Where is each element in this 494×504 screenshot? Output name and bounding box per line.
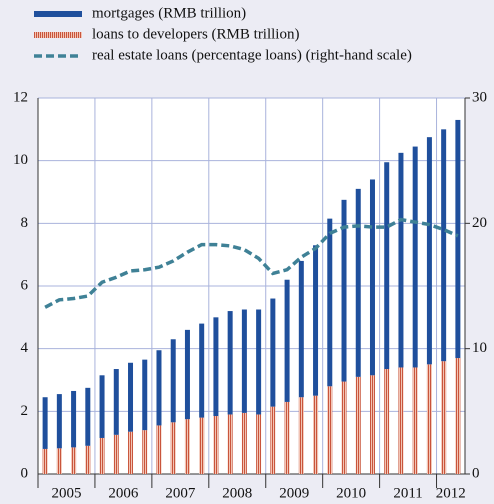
bar bbox=[199, 417, 205, 474]
bar bbox=[426, 137, 432, 365]
bar bbox=[184, 329, 190, 420]
bar bbox=[298, 260, 304, 398]
bar bbox=[170, 339, 176, 423]
legend-marker bbox=[34, 11, 82, 17]
x-tick-label: 2007 bbox=[165, 485, 196, 501]
x-tick-label: 2012 bbox=[436, 485, 466, 501]
line bbox=[44, 217, 459, 309]
bar bbox=[270, 298, 276, 407]
bar bbox=[85, 445, 91, 474]
bar bbox=[341, 199, 347, 382]
bar bbox=[199, 323, 205, 418]
bar bbox=[227, 311, 233, 415]
bar bbox=[313, 245, 319, 396]
bar bbox=[99, 437, 105, 474]
y-tick-label: 12 bbox=[13, 89, 28, 105]
bar bbox=[398, 152, 404, 368]
bar bbox=[313, 395, 319, 474]
x-tick-label: 2011 bbox=[393, 485, 422, 501]
bar bbox=[412, 367, 418, 474]
legend-label: mortgages (RMB trillion) bbox=[92, 5, 246, 21]
bar bbox=[42, 448, 48, 474]
bar bbox=[441, 129, 447, 362]
y-tick-label: 0 bbox=[21, 465, 29, 481]
y2-tick-label: 30 bbox=[472, 89, 487, 105]
bar bbox=[369, 179, 375, 376]
bar bbox=[71, 447, 77, 474]
bar bbox=[113, 369, 119, 435]
bar bbox=[42, 397, 48, 449]
bar bbox=[441, 361, 447, 474]
bar bbox=[270, 406, 276, 474]
y-tick-label: 8 bbox=[21, 215, 29, 231]
bar bbox=[213, 416, 219, 474]
bar bbox=[455, 119, 461, 359]
y-tick-label: 2 bbox=[21, 403, 29, 419]
bar bbox=[156, 350, 162, 426]
x-tick-label: 2008 bbox=[222, 485, 252, 501]
bar bbox=[113, 434, 119, 474]
bar bbox=[327, 386, 333, 474]
bar bbox=[56, 394, 62, 449]
bar bbox=[398, 367, 404, 474]
bar bbox=[284, 401, 290, 474]
bar bbox=[241, 412, 247, 474]
bar bbox=[156, 425, 162, 474]
bar bbox=[213, 317, 219, 417]
bar bbox=[412, 146, 418, 368]
bar bbox=[355, 188, 361, 377]
bar bbox=[85, 387, 91, 446]
bar bbox=[298, 397, 304, 474]
bar bbox=[142, 430, 148, 474]
x-tick-label: 2009 bbox=[279, 485, 309, 501]
y-tick-label: 6 bbox=[21, 277, 29, 293]
legend-label: loans to developers (RMB trillion) bbox=[92, 26, 299, 42]
y2-tick-label: 20 bbox=[472, 215, 487, 231]
bar bbox=[341, 381, 347, 474]
y-tick-label: 4 bbox=[21, 340, 29, 356]
bar bbox=[256, 309, 262, 415]
y2-tick-label: 0 bbox=[472, 465, 480, 481]
y2-tick-label: 10 bbox=[472, 340, 487, 356]
bar bbox=[284, 279, 290, 402]
x-tick-label: 2006 bbox=[108, 485, 139, 501]
bar bbox=[184, 419, 190, 474]
x-tick-label: 2005 bbox=[51, 485, 81, 501]
bar bbox=[142, 359, 148, 431]
bar bbox=[327, 218, 333, 387]
bar bbox=[355, 376, 361, 474]
bar bbox=[369, 375, 375, 474]
x-tick-label: 2010 bbox=[336, 485, 366, 501]
bar bbox=[384, 369, 390, 474]
bar bbox=[426, 364, 432, 474]
bar bbox=[170, 422, 176, 474]
bar bbox=[384, 162, 390, 370]
bar bbox=[56, 448, 62, 474]
bar bbox=[227, 414, 233, 474]
bar bbox=[128, 362, 134, 432]
legend-marker bbox=[34, 32, 82, 38]
bar bbox=[455, 358, 461, 474]
legend-label: real estate loans (percentage loans) (ri… bbox=[92, 47, 412, 63]
bar bbox=[256, 414, 262, 474]
bar bbox=[241, 309, 247, 413]
y-tick-label: 10 bbox=[13, 152, 28, 168]
bar bbox=[99, 375, 105, 438]
bar bbox=[128, 431, 134, 474]
bar bbox=[71, 390, 77, 448]
